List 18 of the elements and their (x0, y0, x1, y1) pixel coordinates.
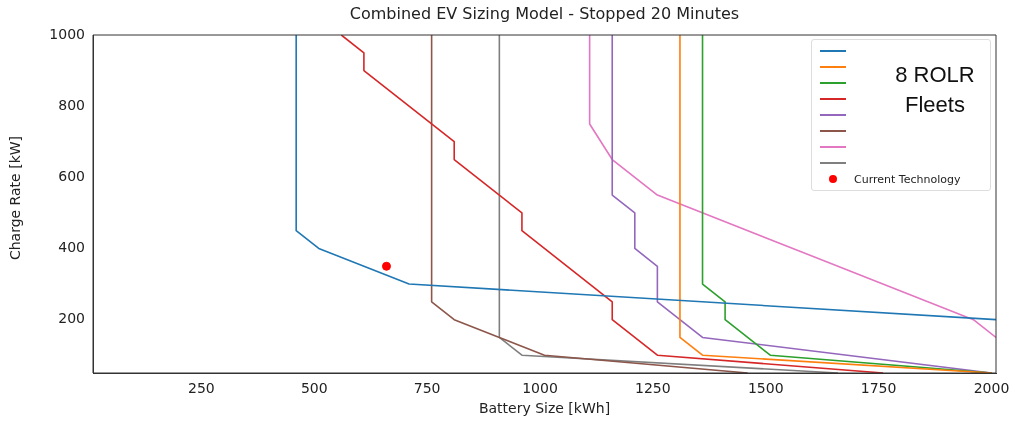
x-tick-label: 250 (187, 380, 215, 397)
y-tick-label: 200 (58, 310, 85, 327)
y-axis-title: Charge Rate [kW] (7, 134, 23, 263)
x-tick-label: 750 (413, 380, 441, 397)
annotation: 8 ROLR Fleets (894, 61, 976, 119)
x-tick-label: 1000 (522, 380, 558, 397)
x-tick-label: 500 (300, 380, 328, 397)
y-tick-label: 1000 (49, 25, 85, 42)
y-tick-label: 600 (58, 167, 85, 184)
x-tick-label: 1750 (860, 380, 897, 397)
x-axis-title: Battery Size [kWh] (477, 400, 612, 416)
y-tick-label: 400 (58, 239, 85, 256)
y-tick-label: 800 (58, 96, 85, 113)
legend-label: Current Technology (854, 172, 961, 186)
x-tick-label: 1500 (747, 380, 784, 397)
chart-title: Combined EV Sizing Model - Stopped 20 Minutes (348, 4, 741, 23)
x-tick-label: 2000 (973, 380, 1010, 397)
x-tick-label: 1250 (635, 380, 671, 397)
